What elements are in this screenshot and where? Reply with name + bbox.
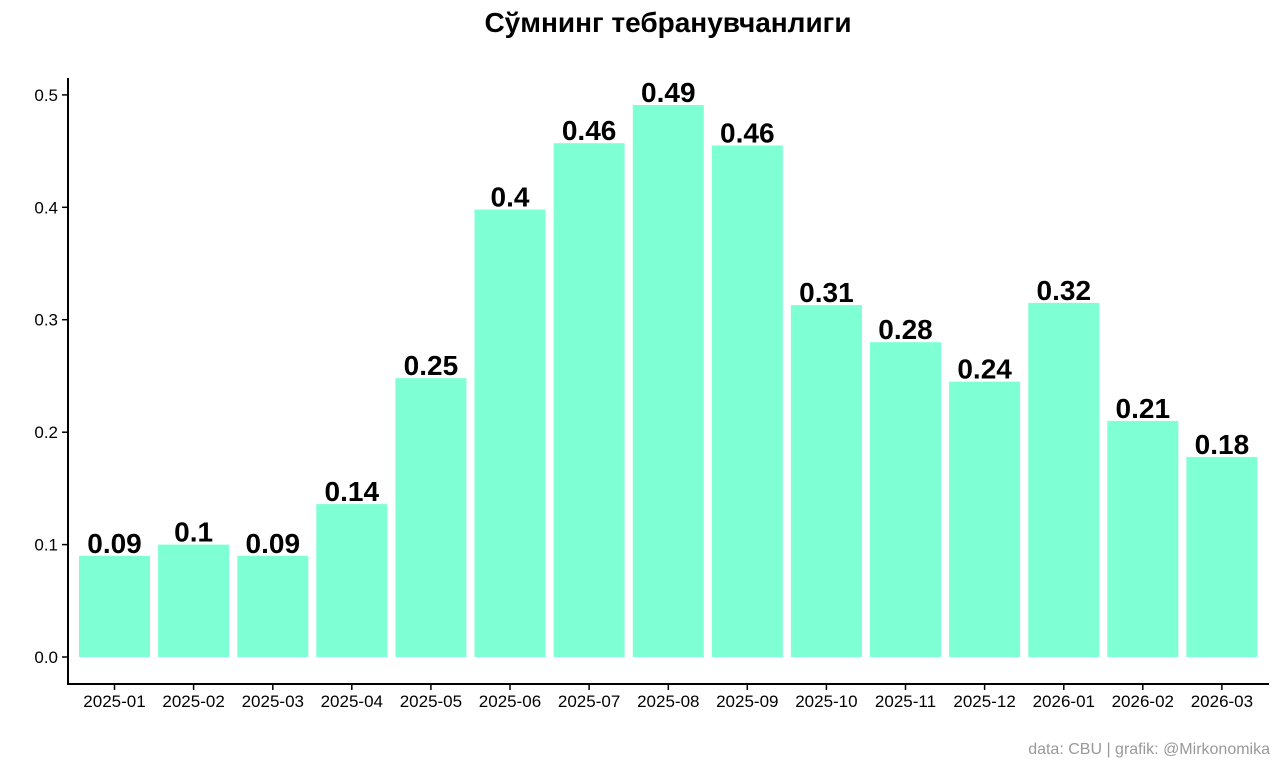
bar-2025-03 — [237, 555, 309, 657]
x-tick-label-2026-02: 2026-02 — [1112, 692, 1174, 711]
x-tick-label-2025-11: 2025-11 — [875, 692, 936, 711]
data-label-2025-02: 0.1 — [174, 517, 213, 548]
bar-2025-02 — [158, 544, 230, 657]
y-tick-label-0.1: 0.1 — [34, 536, 58, 555]
chart-title: Сўмнинг тебранувчанлиги — [484, 7, 851, 38]
bar-2026-02 — [1107, 420, 1179, 657]
data-label-2026-01: 0.32 — [1037, 275, 1092, 306]
x-tick-label-2025-04: 2025-04 — [321, 692, 383, 711]
data-label-2025-09: 0.46 — [720, 118, 775, 149]
bar-2025-05 — [395, 378, 467, 657]
x-axis-ticks: 2025-01 2025-02 2025-03 2025-04 2025-05 2025-… — [83, 684, 1253, 711]
x-tick-label-2025-06: 2025-06 — [479, 692, 541, 711]
bar-2025-04 — [316, 504, 388, 657]
x-tick-label-2025-02: 2025-02 — [162, 692, 224, 711]
data-label-2025-07: 0.46 — [562, 115, 617, 146]
bar-2025-10 — [790, 305, 862, 657]
x-tick-label-2025-10: 2025-10 — [795, 692, 857, 711]
data-label-2025-03: 0.09 — [246, 528, 301, 559]
x-tick-label-2025-01: 2025-01 — [83, 692, 145, 711]
y-tick-label-0.0: 0.0 — [34, 648, 58, 667]
data-label-2025-05: 0.25 — [404, 350, 459, 381]
y-tick-label-0.2: 0.2 — [34, 423, 58, 442]
data-label-2026-02: 0.21 — [1116, 393, 1171, 424]
bar-2025-11 — [870, 342, 941, 657]
data-source-caption: data: CBU | grafik: @Mirkonomika — [1028, 741, 1270, 758]
bar-2025-09 — [711, 145, 783, 658]
x-tick-label-2025-09: 2025-09 — [716, 692, 778, 711]
y-axis-ticks: 0.0 0.1 0.2 0.3 0.4 0.5 — [34, 86, 68, 667]
y-tick-label-0.5: 0.5 — [34, 86, 58, 105]
x-tick-label-2025-12: 2025-12 — [953, 692, 1015, 711]
data-label-2025-12: 0.24 — [957, 354, 1012, 385]
x-tick-label-2025-03: 2025-03 — [242, 692, 304, 711]
bar-2025-07 — [553, 143, 625, 657]
bars-group — [79, 105, 1258, 658]
data-label-2025-11: 0.28 — [878, 314, 933, 345]
bar-2025-06 — [474, 209, 546, 657]
y-tick-label-0.4: 0.4 — [34, 198, 58, 217]
x-tick-label-2026-03: 2026-03 — [1191, 692, 1253, 711]
data-label-2025-08: 0.49 — [641, 77, 696, 108]
bar-2025-08 — [632, 105, 704, 657]
bar-2025-01 — [79, 555, 150, 657]
bar-2026-01 — [1028, 302, 1100, 658]
data-label-2025-06: 0.4 — [491, 182, 530, 213]
bar-2026-03 — [1186, 456, 1258, 657]
x-tick-label-2025-05: 2025-05 — [400, 692, 462, 711]
x-tick-label-2025-08: 2025-08 — [637, 692, 699, 711]
x-tick-label-2026-01: 2026-01 — [1033, 692, 1095, 711]
data-labels-group: 0.09 0.1 0.09 0.14 0.25 0.4 0.46 0.49 0.46 0.31 0.… — [87, 77, 1249, 559]
data-label-2025-04: 0.14 — [325, 476, 380, 507]
data-label-2025-01: 0.09 — [87, 528, 142, 559]
x-tick-label-2025-07: 2025-07 — [558, 692, 620, 711]
data-label-2025-10: 0.31 — [799, 277, 854, 308]
y-tick-label-0.3: 0.3 — [34, 311, 58, 330]
bar-2025-12 — [949, 381, 1021, 658]
data-label-2026-03: 0.18 — [1195, 429, 1250, 460]
